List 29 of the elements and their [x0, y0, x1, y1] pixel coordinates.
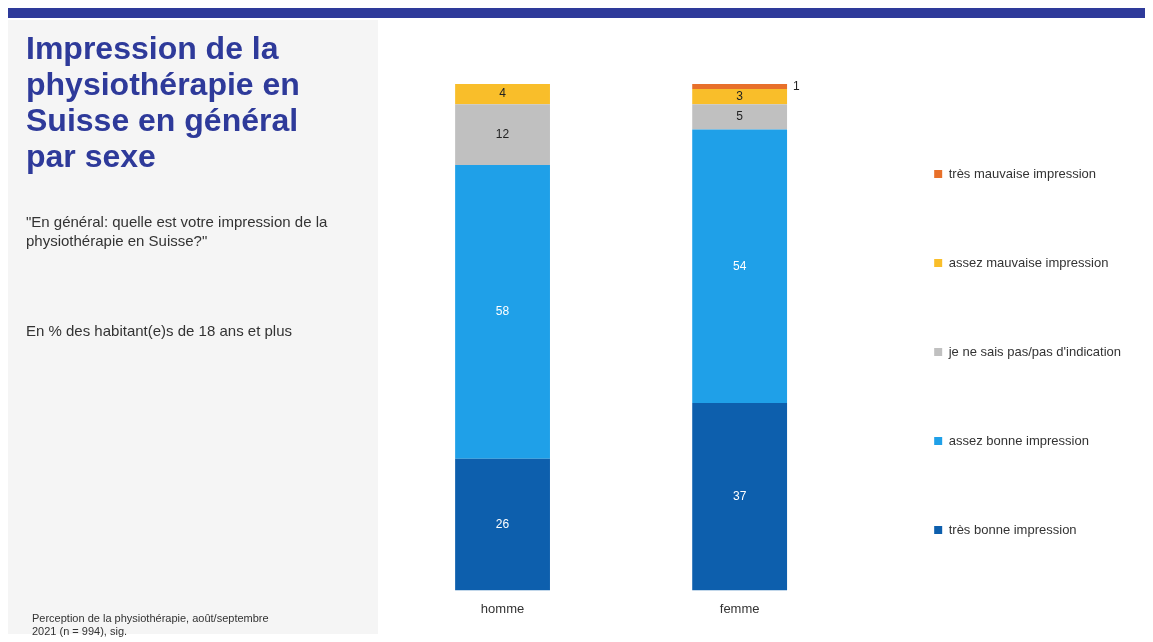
text: Perception de la physiothérapie, août/septembre 2021 (n = 994), sig.: [32, 612, 270, 638]
bar: [692, 403, 788, 591]
legend-label: assez bonne impression: [948, 432, 1089, 448]
legend-label: très mauvaise impression: [948, 165, 1097, 181]
bar: [455, 84, 550, 105]
data-label: 3: [736, 88, 744, 103]
data-label: 5: [736, 109, 744, 124]
data-label: 1: [793, 78, 801, 93]
bar: [455, 104, 550, 166]
legend-label: très bonne impression: [948, 521, 1077, 537]
x-tick-label: femme: [719, 600, 760, 616]
data-label: 58: [495, 304, 510, 319]
text: En % des habitant(e)s de 18 ans et plus: [26, 322, 293, 339]
data-label: 12: [495, 126, 510, 141]
text: "En général: quelle est votre impression de la physiothérapie en Suisse?": [26, 212, 329, 250]
x-tick-label: homme: [480, 600, 525, 616]
data-label: 4: [499, 86, 507, 101]
bar: [455, 458, 550, 591]
data-label: 54: [732, 258, 747, 273]
legend-label: assez mauvaise impression: [948, 254, 1109, 270]
bar: [455, 165, 550, 459]
bar: [692, 89, 788, 105]
bar: [692, 104, 788, 130]
bar: [692, 129, 788, 404]
chart-title: Impression de la physiothérapie en Suisse en général par sexe: [26, 30, 301, 174]
data-label: 37: [732, 489, 747, 504]
bar: [692, 84, 788, 90]
legend-label: je ne sais pas/pas d'indication: [947, 343, 1122, 359]
data-label: 26: [495, 516, 510, 531]
